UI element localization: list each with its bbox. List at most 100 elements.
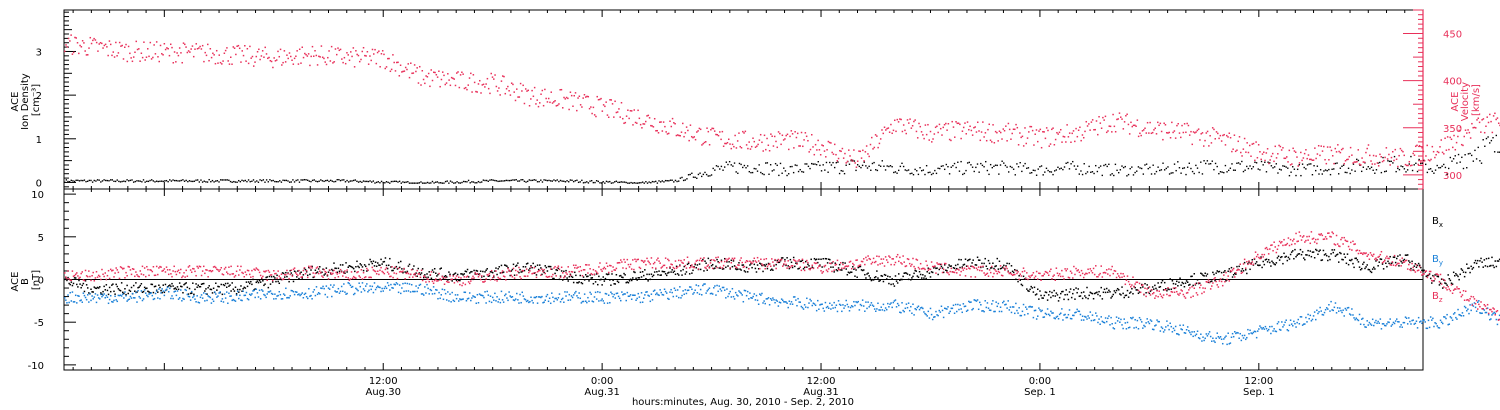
velocity-point [832, 153, 835, 155]
ion-density-point [1193, 172, 1195, 175]
b-x-point [108, 286, 111, 289]
ion-density-point [1461, 156, 1463, 159]
b-y-point [261, 289, 263, 291]
b-x-point [858, 266, 861, 268]
ion-density-point [679, 177, 682, 179]
b-x-point [312, 276, 314, 279]
velocity-point [1385, 147, 1388, 149]
velocity-point [403, 70, 406, 72]
b-y-point [847, 306, 850, 308]
ion-density-point [1375, 169, 1378, 171]
ion-density-point [1246, 165, 1248, 168]
b-y-point [741, 294, 743, 296]
b-x-point [1353, 266, 1355, 269]
b-y-point [574, 292, 576, 294]
velocity-point [399, 64, 402, 66]
b-x-point [1415, 266, 1418, 269]
velocity-point [102, 47, 104, 49]
velocity-point [888, 131, 891, 133]
b-x-point [463, 273, 465, 275]
b-y-point [614, 297, 617, 299]
b-x-point [535, 274, 538, 276]
b-y-point [491, 296, 494, 299]
velocity-point [1208, 145, 1210, 147]
velocity-point [837, 157, 840, 160]
b-x-point [1216, 270, 1219, 272]
b-y-point [71, 291, 74, 293]
b-y-point [333, 284, 335, 286]
b-x-point [1170, 288, 1173, 291]
ion-density-point [988, 173, 990, 176]
b-y-point [618, 297, 621, 300]
velocity-point [476, 91, 478, 93]
b-x-point [135, 282, 137, 284]
ion-density-point [966, 162, 969, 164]
velocity-point [929, 130, 932, 133]
velocity-point [209, 48, 212, 50]
ion-density-point [331, 180, 334, 182]
b-y-point [673, 287, 676, 289]
velocity-point [1229, 136, 1232, 139]
velocity-point [545, 97, 547, 100]
ion-density-point [390, 180, 393, 183]
velocity-point [1199, 139, 1201, 141]
ion-density-point [694, 176, 696, 179]
ion-density-point [1186, 166, 1189, 168]
b-x-point [1377, 265, 1379, 267]
b-y-point [812, 302, 815, 304]
ion-density-point [1075, 168, 1077, 170]
b-x-point [709, 259, 712, 262]
ion-density-point [597, 180, 599, 183]
velocity-point [970, 129, 973, 132]
velocity-point [126, 60, 129, 63]
b-y-point [396, 283, 399, 285]
ion-density-point [131, 179, 133, 181]
velocity-point [144, 59, 146, 61]
b-x-point [1011, 270, 1014, 273]
b-x-point [861, 269, 864, 272]
ion-density-point [109, 179, 112, 181]
ion-density-point [325, 179, 327, 182]
ion-density-point [149, 179, 151, 182]
b-x-point [404, 271, 406, 273]
ion-density-point [1420, 162, 1422, 165]
ion-density-point [937, 167, 939, 170]
b-x-point [424, 274, 426, 276]
ion-density-point [316, 180, 319, 183]
ion-density-point [251, 180, 253, 182]
ion-density-point [1109, 174, 1112, 176]
b-y-point [894, 299, 897, 301]
velocity-point [1114, 130, 1117, 133]
b-x-point [139, 284, 142, 287]
b-x-point [130, 286, 133, 289]
ion-density-point [866, 167, 869, 169]
b-x-point [483, 275, 485, 278]
b-x-point [465, 270, 468, 273]
b-y-point [561, 297, 564, 300]
ion-density-point [656, 182, 659, 184]
b-y-point [484, 291, 486, 293]
b-y-point [824, 301, 827, 304]
velocity-point [845, 162, 847, 164]
b-y-point [1007, 300, 1009, 302]
b-y-point [478, 293, 481, 295]
velocity-point [919, 125, 922, 128]
velocity-point [117, 52, 120, 54]
velocity-point [227, 60, 229, 62]
velocity-point [397, 61, 399, 64]
velocity-point [1388, 153, 1390, 156]
b-x-point [1359, 268, 1362, 271]
b-y-point [804, 306, 807, 308]
velocity-point [371, 48, 374, 51]
ion-density-point [709, 175, 711, 177]
velocity-point [1025, 142, 1028, 145]
b-y-point [369, 285, 371, 287]
b-y-point [176, 290, 179, 292]
b-y-point [1030, 306, 1032, 308]
b-x-point [144, 287, 147, 290]
velocity-point [1247, 151, 1250, 154]
velocity-point [650, 124, 652, 127]
ion-density-point [750, 171, 752, 174]
time-tick-label: 12:00 [807, 376, 836, 387]
b-x-point [339, 264, 342, 266]
